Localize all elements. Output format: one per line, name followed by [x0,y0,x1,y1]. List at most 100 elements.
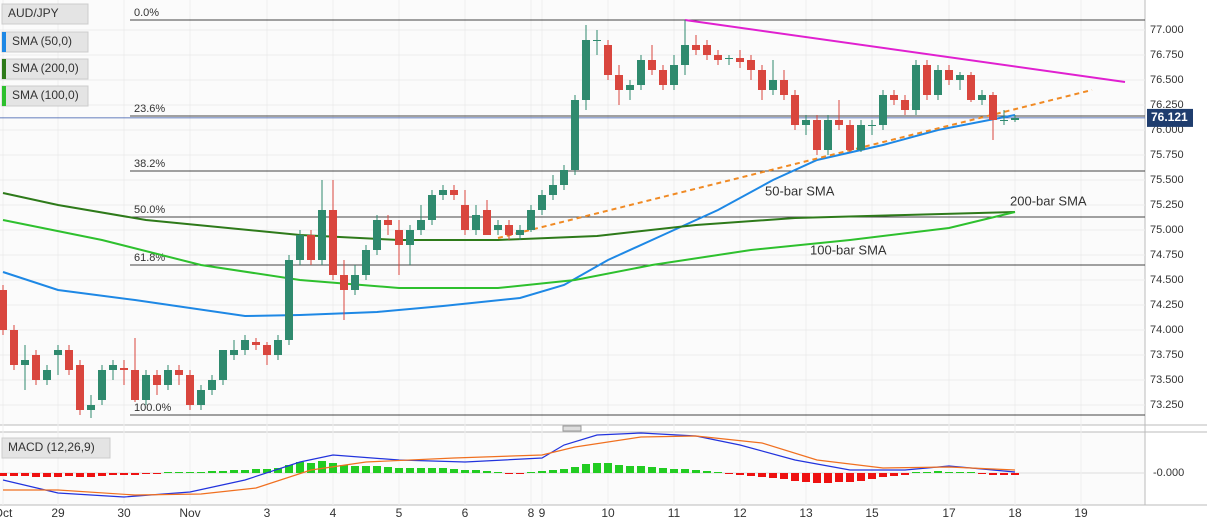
histogram-bar [439,468,447,473]
sma-annotation: 200-bar SMA [1010,193,1087,208]
y-tick-label: 77.000 [1150,24,1184,36]
candle-body [637,60,645,85]
macd-title: MACD (12,26,9) [8,440,95,454]
panel-resizer[interactable] [562,425,582,432]
candle-body [186,375,194,405]
histogram-bar [868,473,876,479]
histogram-bar [340,465,348,473]
candle-body [0,290,7,330]
sma-annotation: 50-bar SMA [765,183,835,198]
histogram-bar [626,466,634,473]
histogram-bar [230,470,238,473]
histogram-bar [549,470,557,473]
histogram-bar [472,470,480,473]
histogram-bar [263,469,271,473]
candle-body [989,95,997,120]
y-tick-label: 76.000 [1150,124,1184,136]
histogram-bar [98,473,106,476]
candle-body [494,225,502,230]
x-tick-label: 8 [528,506,535,520]
histogram-bar [241,470,249,473]
histogram-bar [560,469,568,473]
histogram-bar [0,473,7,476]
fib-label: 61.8% [134,252,165,264]
legend-label: SMA (200,0) [12,61,79,75]
histogram-bar [461,470,469,473]
price-tag [1147,108,1193,127]
y-tick-label: 73.750 [1150,349,1184,361]
candle-body [593,40,601,41]
candle-body [1011,118,1019,120]
candle-body [846,125,854,150]
histogram-bar [351,466,359,473]
x-tick-label: 17 [942,506,956,520]
candle-body [384,220,392,225]
candle-body [241,340,249,350]
histogram-bar [593,463,601,473]
candle-body [626,85,634,90]
candle-body [725,58,733,59]
candle-body [252,342,260,345]
legend-label: SMA (100,0) [12,88,79,102]
candle-body [483,210,491,235]
candle-body [582,40,590,100]
histogram-bar [681,469,689,473]
candle-body [274,340,282,355]
candle-body [835,120,843,125]
candle-body [76,365,84,410]
histogram-bar [648,467,656,473]
candle-body [428,195,436,220]
histogram-bar [428,468,436,473]
trend-line [684,19,1126,83]
histogram-bar [835,473,843,482]
signal-line [3,435,1016,496]
candle-body [692,45,700,50]
x-tick-label: 13 [799,506,813,520]
histogram-bar [65,473,73,476]
histogram-bar [153,473,161,474]
histogram-bar [901,473,909,475]
histogram-bar [505,473,513,474]
candle-body [780,80,788,95]
candle-body [659,70,667,85]
histogram-bar [186,472,194,473]
histogram-bar [373,466,381,473]
histogram-bar [32,473,40,477]
symbol-box[interactable] [1,3,89,25]
macd-box[interactable] [1,437,111,459]
histogram-bar [10,473,18,476]
histogram-bar [967,472,975,473]
y-tick-label: 74.000 [1150,324,1184,336]
histogram-bar [670,469,678,473]
candle-body [296,235,304,260]
candle-body [208,380,216,390]
candle-body [109,365,117,370]
x-tick-label: 10 [601,506,615,520]
candle-body [1000,120,1008,121]
histogram-bar [362,466,370,473]
histogram-bar [703,471,711,473]
histogram-bar [76,473,84,477]
sma-line [2,192,1016,241]
candle-body [736,58,744,62]
plot-layer: -0.000 Oct 29 30 Nov 3 4 5 6 89 10 11 12 13 15 17 18 19 77… [0,0,1193,520]
candle-body [879,95,887,125]
candle-body [362,250,370,275]
x-tick-label: Nov [179,506,200,520]
candle-body [142,375,150,400]
histogram-bar [879,473,887,477]
histogram-bar [813,473,821,483]
x-tick-label: 19 [1074,506,1088,520]
candle-body [890,95,898,100]
histogram-bar [736,473,744,475]
candle-body [395,230,403,245]
candle-body [538,195,546,210]
candle-body [307,235,315,260]
price-tag-label: 76.121 [1151,110,1188,124]
fib-label: 38.2% [134,158,165,170]
symbol-label: AUD/JPY [8,6,59,20]
candle-body [175,370,183,375]
candle-body [164,370,172,385]
x-tick-label: 18 [1008,506,1022,520]
sma-annotation: 100-bar SMA [810,242,887,257]
